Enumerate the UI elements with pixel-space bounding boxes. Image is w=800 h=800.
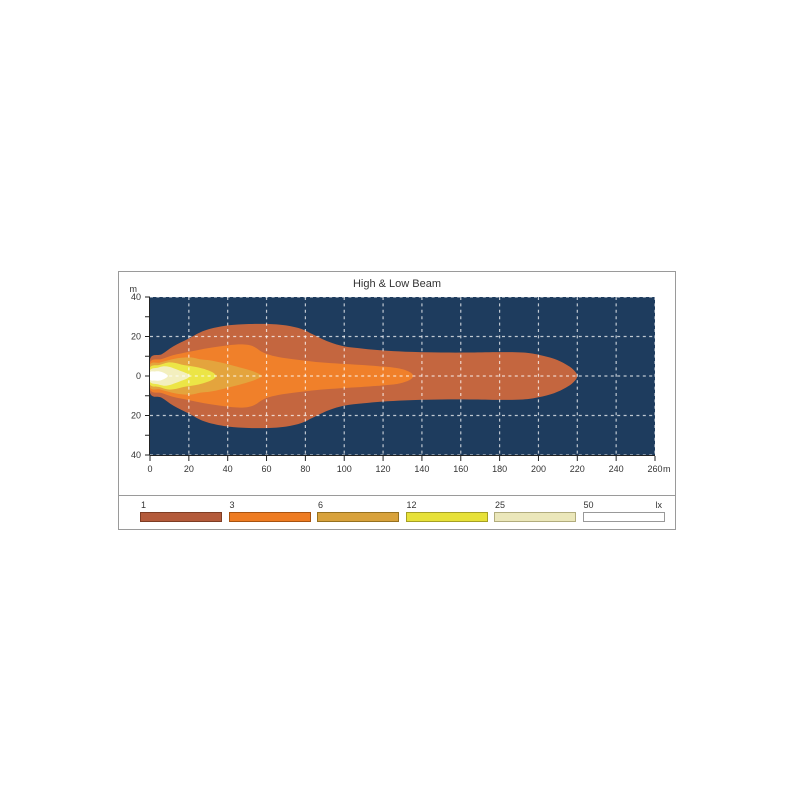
x-tick-label: 40 — [223, 464, 233, 474]
y-tick-label: 20 — [131, 332, 141, 342]
legend-unit-label: lx — [655, 500, 663, 510]
y-tick-label: 20 — [131, 411, 141, 421]
legend-label-1lx: 1 — [141, 500, 147, 510]
x-tick-label: 60 — [262, 464, 272, 474]
legend-label-12lx: 12 — [406, 500, 417, 510]
x-tick-label: 80 — [300, 464, 310, 474]
y-tick-label: 40 — [131, 292, 141, 302]
x-tick-label: 160 — [453, 464, 468, 474]
legend: 1 3 6 12 25 50 lx — [118, 495, 676, 530]
legend-label-3lx: 3 — [229, 500, 235, 510]
legend-label-6lx: 6 — [318, 500, 324, 510]
x-tick-label: 140 — [414, 464, 429, 474]
y-tick-label: 0 — [136, 371, 141, 381]
legend-swatch-6lx — [317, 512, 399, 522]
x-tick-label: 240 — [609, 464, 624, 474]
x-tick-label: 0 — [147, 464, 152, 474]
y-tick-label: 40 — [131, 450, 141, 460]
y-axis-unit: m — [130, 284, 138, 294]
legend-label-50lx: 50 — [583, 500, 594, 510]
beam-contours — [150, 297, 655, 455]
x-tick-label: 20 — [184, 464, 194, 474]
legend-label-25lx: 25 — [495, 500, 506, 510]
beam-pattern-chart: 40 20 0 20 40 m 0 20 40 60 80 100 120 140 160 180 200 220… — [118, 271, 676, 517]
legend-swatch-50lx — [582, 512, 665, 522]
x-tick-label: 200 — [531, 464, 546, 474]
legend-swatch-12lx — [405, 512, 488, 522]
x-tick-label: 220 — [570, 464, 585, 474]
x-tick-label: 120 — [376, 464, 391, 474]
chart-title: High & Low Beam — [352, 278, 442, 290]
x-axis-unit: m — [663, 464, 671, 474]
isolux-contour-3lx — [150, 344, 414, 408]
legend-swatch-1lx — [140, 512, 222, 522]
legend-swatch-25lx — [494, 512, 576, 522]
x-tick-label: 180 — [492, 464, 507, 474]
legend-swatch-3lx — [228, 512, 311, 522]
x-tick-label: 100 — [337, 464, 352, 474]
x-tick-label: 260 — [647, 464, 662, 474]
